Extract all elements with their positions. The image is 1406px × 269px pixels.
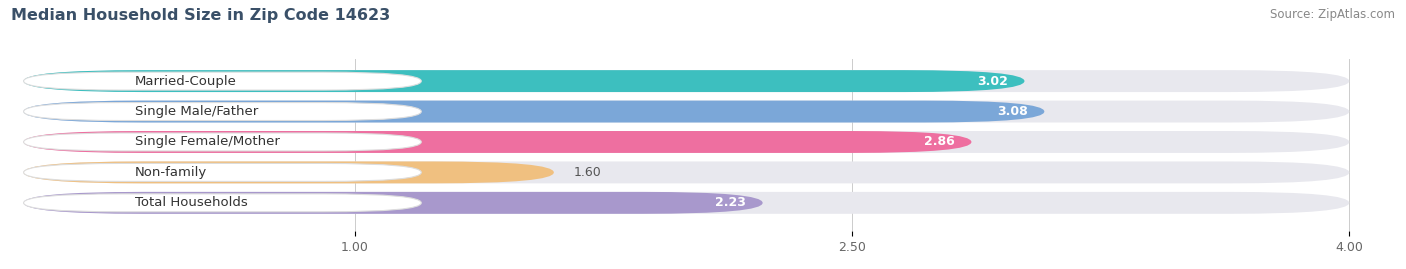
Text: 3.02: 3.02 — [977, 75, 1008, 88]
FancyBboxPatch shape — [24, 161, 1350, 183]
FancyBboxPatch shape — [24, 164, 422, 181]
Text: 2.86: 2.86 — [924, 136, 955, 148]
FancyBboxPatch shape — [24, 133, 422, 151]
Text: 3.08: 3.08 — [997, 105, 1028, 118]
Text: Median Household Size in Zip Code 14623: Median Household Size in Zip Code 14623 — [11, 8, 391, 23]
Text: 1.60: 1.60 — [574, 166, 602, 179]
FancyBboxPatch shape — [24, 161, 554, 183]
Text: Non-family: Non-family — [135, 166, 207, 179]
Text: Single Female/Mother: Single Female/Mother — [135, 136, 280, 148]
FancyBboxPatch shape — [24, 102, 422, 121]
FancyBboxPatch shape — [24, 131, 972, 153]
FancyBboxPatch shape — [24, 192, 762, 214]
FancyBboxPatch shape — [24, 101, 1045, 122]
Text: Total Households: Total Households — [135, 196, 247, 209]
FancyBboxPatch shape — [24, 70, 1025, 92]
Text: Source: ZipAtlas.com: Source: ZipAtlas.com — [1270, 8, 1395, 21]
FancyBboxPatch shape — [24, 194, 422, 212]
Text: 2.23: 2.23 — [716, 196, 747, 209]
Text: Single Male/Father: Single Male/Father — [135, 105, 257, 118]
FancyBboxPatch shape — [24, 101, 1350, 122]
Text: Married-Couple: Married-Couple — [135, 75, 236, 88]
FancyBboxPatch shape — [24, 72, 422, 90]
FancyBboxPatch shape — [24, 70, 1350, 92]
FancyBboxPatch shape — [24, 192, 1350, 214]
FancyBboxPatch shape — [24, 131, 1350, 153]
